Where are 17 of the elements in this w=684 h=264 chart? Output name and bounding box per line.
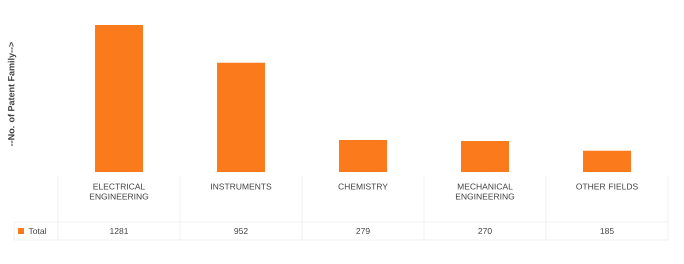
data-label: 1281 xyxy=(110,228,128,234)
x-tick-label: OTHER FIELDS xyxy=(576,184,638,190)
x-tick-label: ELECTRICAL ENGINEERING xyxy=(90,184,148,200)
data-label: 270 xyxy=(478,228,492,234)
bar xyxy=(583,150,632,172)
x-tick-label: INSTRUMENTS xyxy=(211,184,272,190)
legend-label: Total xyxy=(28,228,46,234)
x-tick-label: CHEMISTRY xyxy=(338,184,388,190)
bar xyxy=(217,62,266,172)
bar xyxy=(95,24,144,172)
x-tick-label: MECHANICAL ENGINEERING xyxy=(456,184,514,200)
data-label: 185 xyxy=(600,228,614,234)
data-label: 279 xyxy=(356,228,370,234)
y-axis-title: --No. of Patent Family--> xyxy=(8,42,16,146)
bar xyxy=(339,140,388,172)
bar xyxy=(461,141,510,172)
data-label: 952 xyxy=(234,228,248,234)
